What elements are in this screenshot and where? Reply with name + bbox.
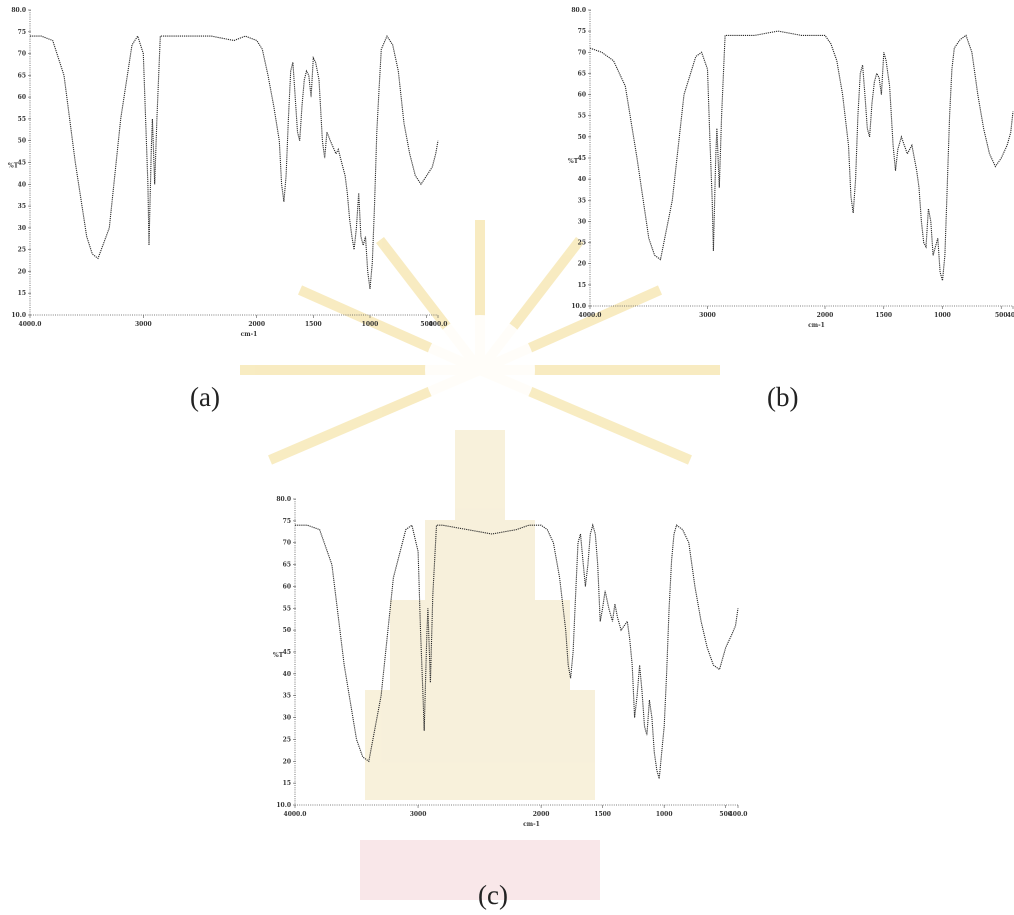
- x-tick-label: 1000: [656, 811, 673, 818]
- y-tick-label: 65: [578, 70, 586, 77]
- ir-spectrum-chart-b: 10.0 15 20 25 30 35 40 45 50 55 60 65 70 75 80.0 4000.0…: [568, 7, 1014, 329]
- y-tick-label: 15: [578, 282, 586, 289]
- caption-a: (a): [190, 382, 220, 412]
- y-tick-label: 10.0: [11, 312, 26, 319]
- y-tick-label: 40: [578, 176, 586, 183]
- x-tick-label: 2000: [533, 811, 550, 818]
- y-tick-label: 10.0: [571, 303, 586, 310]
- y-tick-label: 30: [283, 715, 291, 722]
- y-tick-label: 75: [578, 28, 586, 35]
- y-tick-label: 15: [283, 780, 291, 787]
- y-tick-label: 25: [18, 247, 26, 254]
- y-tick-label: 25: [578, 240, 586, 247]
- x-tick-label: 2000: [817, 312, 834, 319]
- caption-c: (c): [478, 880, 508, 910]
- x-tick-label: 4000.0: [19, 321, 42, 328]
- y-tick-label: 60: [283, 583, 291, 590]
- x-axis-title: cm-1: [241, 331, 258, 338]
- x-tick-label: 500: [719, 811, 732, 818]
- y-tick-label: 55: [18, 116, 26, 123]
- x-tick-label: 1500: [594, 811, 611, 818]
- y-tick-label: 70: [283, 540, 291, 547]
- y-tick-label: 10.0: [276, 802, 291, 809]
- x-tick-label: 3000: [410, 811, 427, 818]
- x-tick-label: 1000: [362, 321, 379, 328]
- y-tick-label: 75: [18, 29, 26, 36]
- x-tick-label: 1500: [305, 321, 322, 328]
- x-tick-label: 1000: [934, 312, 951, 319]
- x-tick-label: 3000: [699, 312, 716, 319]
- y-tick-label: 25: [283, 736, 291, 743]
- x-axis-title: cm-1: [523, 821, 540, 828]
- x-tick-label: 400: [1007, 312, 1014, 319]
- y-tick-label: 70: [578, 49, 586, 56]
- x-tick-label: 500: [420, 321, 433, 328]
- y-tick-label: 20: [18, 268, 26, 275]
- caption-b: (b): [767, 382, 799, 412]
- y-axis-title: %T: [273, 652, 284, 659]
- plot-axes: [294, 499, 738, 806]
- y-tick-label: 80.0: [276, 496, 291, 503]
- y-tick-label: 75: [283, 518, 291, 525]
- y-tick-label: 50: [578, 134, 586, 141]
- ir-spectrum-chart-c: 10.0 15 20 25 30 35 40 45 50 55 60 65 70 75 80.0 4000.0…: [273, 496, 748, 828]
- x-tick-label: 3000: [135, 321, 152, 328]
- y-tick-label: 45: [578, 155, 586, 162]
- x-tick-label: 1500: [875, 312, 892, 319]
- x-tick-label: 500: [995, 312, 1008, 319]
- y-tick-label: 30: [578, 218, 586, 225]
- y-tick-label: 80.0: [571, 7, 586, 14]
- y-tick-label: 35: [18, 203, 26, 210]
- plot-axes: [29, 10, 438, 316]
- y-tick-label: 30: [18, 225, 26, 232]
- y-tick-label: 20: [578, 261, 586, 268]
- y-tick-label: 40: [283, 671, 291, 678]
- y-tick-label: 45: [18, 160, 26, 167]
- y-axis-title: %T: [568, 158, 579, 165]
- x-tick-label: 2000: [248, 321, 265, 328]
- spectrum-trace: [589, 30, 1014, 281]
- y-tick-label: 65: [18, 72, 26, 79]
- y-tick-label: 60: [578, 92, 586, 99]
- y-tick-label: 20: [283, 758, 291, 765]
- x-tick-label: 400.0: [429, 321, 448, 328]
- y-tick-label: 40: [18, 181, 26, 188]
- y-tick-label: 65: [283, 562, 291, 569]
- y-tick-label: 45: [283, 649, 291, 656]
- y-axis-title: %T: [8, 163, 19, 170]
- spectrum-trace: [295, 523, 739, 779]
- x-tick-label: 4000.0: [284, 811, 307, 818]
- y-tick-label: 55: [283, 605, 291, 612]
- y-tick-label: 55: [578, 113, 586, 120]
- plot-axes: [589, 10, 1013, 307]
- y-tick-label: 80.0: [11, 7, 26, 14]
- y-tick-label: 50: [283, 627, 291, 634]
- x-axis-title: cm-1: [808, 322, 825, 329]
- ir-spectrum-chart-a: 10.0 15 20 25 30 35 40 45 50 55 60 65 70 75 80.0 4000.0…: [8, 7, 447, 338]
- y-tick-label: 60: [18, 94, 26, 101]
- y-tick-label: 50: [18, 138, 26, 145]
- y-tick-label: 35: [578, 197, 586, 204]
- spectrum-trace: [30, 34, 439, 289]
- x-tick-label: 4000.0: [579, 312, 602, 319]
- y-tick-label: 35: [283, 693, 291, 700]
- y-tick-label: 70: [18, 51, 26, 58]
- x-tick-label: 400.0: [729, 811, 748, 818]
- y-tick-label: 15: [18, 290, 26, 297]
